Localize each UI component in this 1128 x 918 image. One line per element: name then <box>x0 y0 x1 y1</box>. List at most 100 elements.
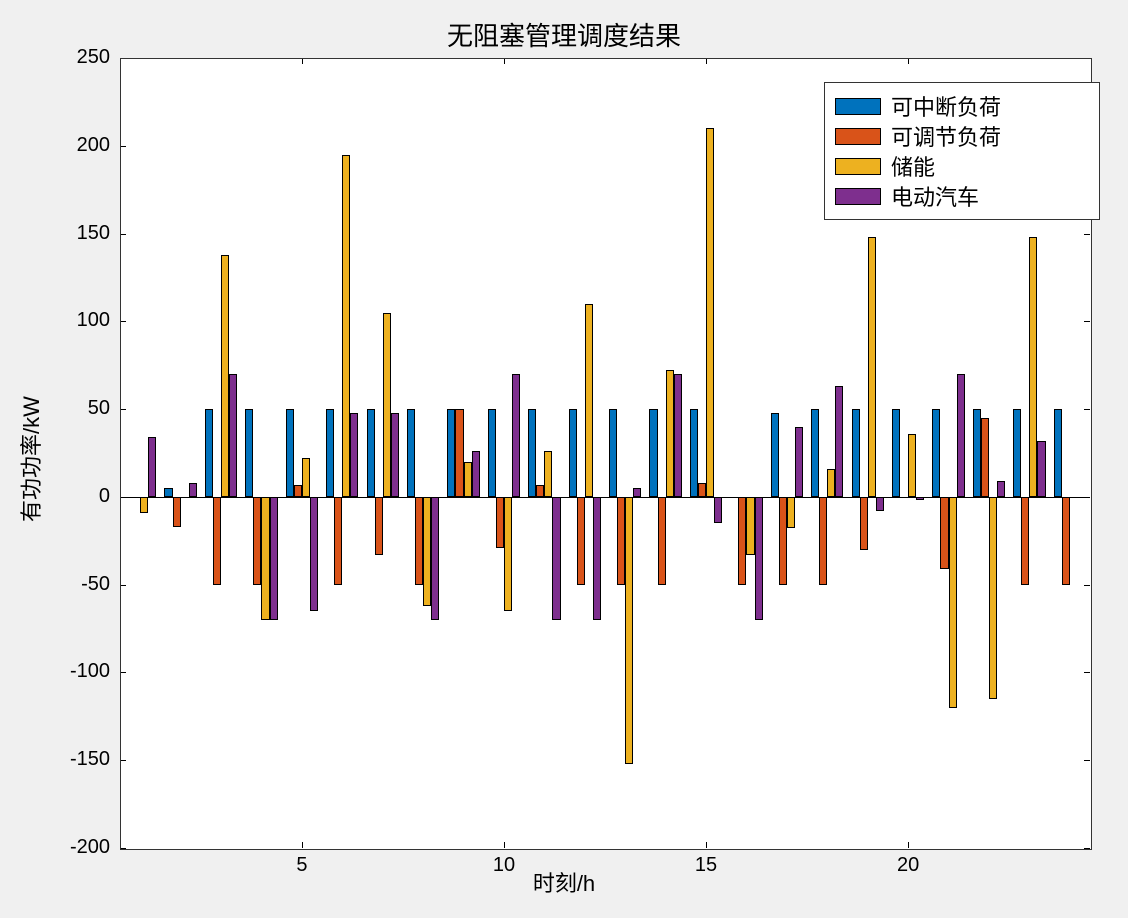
bar <box>270 497 278 620</box>
bar <box>488 409 496 497</box>
x-tick-mark <box>908 58 909 64</box>
bar <box>229 374 237 497</box>
bar <box>350 413 358 497</box>
bar <box>472 451 480 497</box>
bar <box>892 409 900 497</box>
bar <box>286 409 294 497</box>
bar <box>221 255 229 497</box>
bar <box>294 485 302 497</box>
legend-label: 可中断负荷 <box>891 90 1001 122</box>
bar <box>1021 497 1029 585</box>
bar <box>690 409 698 497</box>
bar <box>617 497 625 585</box>
bar <box>957 374 965 497</box>
y-tick-label: 0 <box>99 485 110 508</box>
bar <box>771 413 779 497</box>
bar <box>375 497 383 555</box>
bar <box>860 497 868 550</box>
y-tick-label: 200 <box>77 134 110 157</box>
bar <box>577 497 585 585</box>
bar <box>981 418 989 497</box>
bar <box>164 488 172 497</box>
bar <box>989 497 997 699</box>
y-tick-label: 250 <box>77 46 110 69</box>
x-tick-label: 10 <box>489 854 519 877</box>
bar <box>835 386 843 497</box>
bar <box>536 485 544 497</box>
zero-line <box>120 497 1090 498</box>
bar <box>512 374 520 497</box>
bar <box>649 409 657 497</box>
x-tick-mark <box>504 842 505 848</box>
bar <box>569 409 577 497</box>
y-tick-mark <box>1084 760 1090 761</box>
legend-swatch <box>835 98 881 115</box>
y-tick-mark <box>120 672 126 673</box>
bar <box>383 313 391 497</box>
bar <box>415 497 423 585</box>
y-tick-label: 100 <box>77 309 110 332</box>
bar <box>666 370 674 496</box>
x-tick-mark <box>302 58 303 64</box>
bar <box>940 497 948 569</box>
y-tick-label: -50 <box>81 573 110 596</box>
bar <box>148 437 156 497</box>
y-tick-mark <box>120 146 126 147</box>
legend-swatch <box>835 188 881 205</box>
x-tick-mark <box>706 58 707 64</box>
y-tick-mark <box>1084 848 1090 849</box>
bar <box>544 451 552 497</box>
x-tick-mark <box>302 842 303 848</box>
bar <box>391 413 399 497</box>
bar <box>706 128 714 497</box>
bar <box>1013 409 1021 497</box>
y-tick-mark <box>120 321 126 322</box>
bar <box>189 483 197 497</box>
bar <box>819 497 827 585</box>
bar <box>1062 497 1070 585</box>
legend-label: 储能 <box>891 150 935 182</box>
bar <box>633 488 641 497</box>
bar <box>593 497 601 620</box>
bar <box>261 497 269 620</box>
y-tick-mark <box>120 848 126 849</box>
bar <box>997 481 1005 497</box>
x-tick-label: 5 <box>287 854 317 877</box>
bar <box>585 304 593 497</box>
bar <box>431 497 439 620</box>
bar <box>464 462 472 497</box>
bar <box>342 155 350 497</box>
bar <box>811 409 819 497</box>
x-tick-mark <box>706 842 707 848</box>
bar <box>738 497 746 585</box>
x-tick-label: 15 <box>691 854 721 877</box>
bar <box>302 458 310 497</box>
bar <box>310 497 318 611</box>
y-tick-mark <box>1084 234 1090 235</box>
y-axis-label: 有功功率/kW <box>14 396 46 522</box>
y-tick-label: 150 <box>77 222 110 245</box>
y-tick-label: -150 <box>70 748 110 771</box>
bar <box>779 497 787 585</box>
bar <box>423 497 431 606</box>
bar <box>407 409 415 497</box>
bar <box>625 497 633 764</box>
bar <box>455 409 463 497</box>
bar <box>908 434 916 497</box>
bar <box>658 497 666 585</box>
bar <box>868 237 876 497</box>
y-tick-mark <box>120 585 126 586</box>
y-tick-mark <box>1084 321 1090 322</box>
x-tick-mark <box>504 58 505 64</box>
y-tick-label: 50 <box>88 397 110 420</box>
legend-item: 电动汽车 <box>835 181 1089 211</box>
bar <box>253 497 261 585</box>
bar <box>852 409 860 497</box>
bar <box>334 497 342 585</box>
bar <box>787 497 795 529</box>
bar <box>698 483 706 497</box>
y-tick-mark <box>1084 672 1090 673</box>
legend-swatch <box>835 128 881 145</box>
bar <box>1029 237 1037 497</box>
bar <box>755 497 763 620</box>
